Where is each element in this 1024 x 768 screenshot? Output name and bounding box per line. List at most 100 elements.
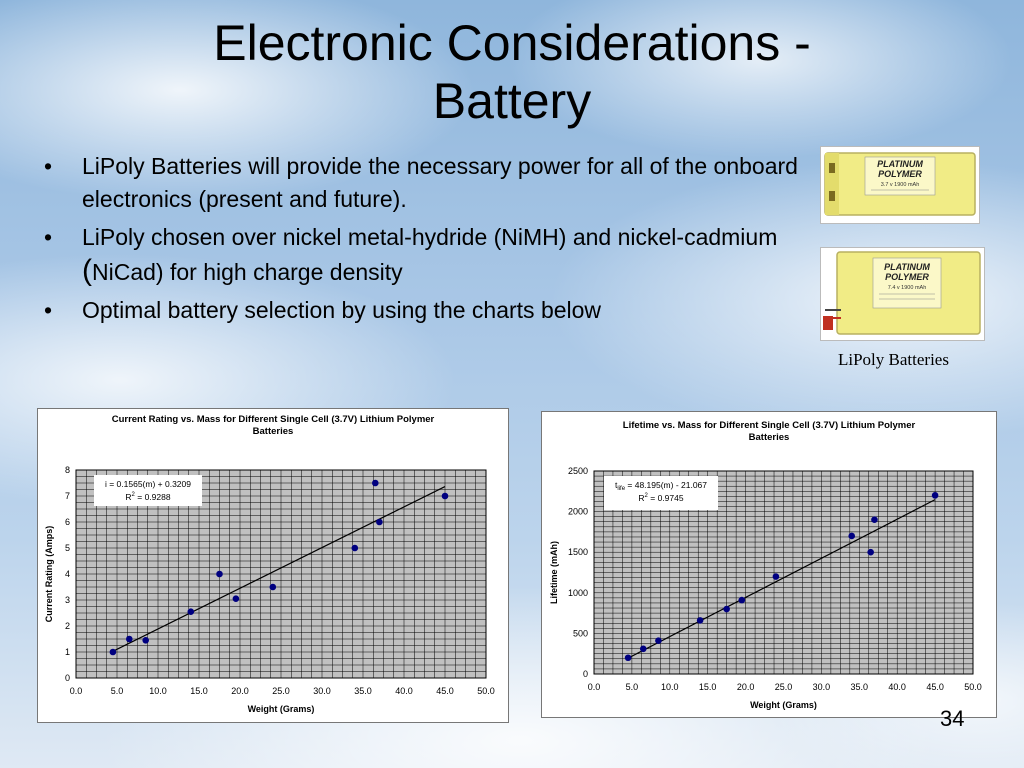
data-point: [772, 573, 780, 580]
x-tick-label: 15.0: [190, 686, 208, 696]
chart-plot-current: 0.0 5.0 10.0 15.0 20.0 25.0 30.0 35.0 40.0 45.0 50…: [44, 465, 495, 714]
chart-lifetime: Lifetime vs. Mass for Different Single C…: [541, 411, 997, 718]
bullet-list: • LiPoly Batteries will provide the nece…: [40, 150, 800, 332]
x-tick-label: 50.0: [964, 682, 982, 692]
r-squared-superscript: 2: [645, 493, 649, 499]
y-tick-label: 8: [65, 465, 70, 475]
x-tick-label: 40.0: [888, 682, 906, 692]
y-tick-label: 5: [65, 543, 70, 553]
y-tick-label: 6: [65, 517, 70, 527]
bullet-marker: •: [44, 153, 53, 179]
chart-current-rating: Current Rating vs. Mass for Different Si…: [37, 408, 509, 723]
y-tick-label: 1500: [568, 547, 588, 557]
chart-title-line-1: Current Rating vs. Mass for Different Si…: [111, 414, 435, 425]
battery-label-line1: PLATINUM: [877, 159, 923, 169]
data-point: [639, 645, 647, 653]
regression-equation: tlife = 48.195(m) - 21.067: [615, 480, 707, 492]
x-tick-label: 40.0: [395, 686, 413, 696]
data-point: [372, 479, 379, 487]
chart-plot-lifetime: 0.0 5.0 10.0 15.0 20.0 25.0 30.0 35.0 40.0 45.0 50…: [549, 466, 982, 710]
x-tick-label: 10.0: [661, 682, 679, 692]
battery-label-line1: PLATINUM: [884, 262, 930, 272]
battery-label-line2: POLYMER: [885, 272, 929, 282]
x-tick-label: 25.0: [272, 686, 290, 696]
equation-var: t: [615, 480, 618, 490]
y-tick-label: 4: [65, 569, 70, 579]
data-point: [738, 596, 746, 604]
slide-title-line-2: Battery: [432, 73, 592, 129]
battery-label-spec: 3.7 v 1900 mAh: [881, 182, 920, 188]
x-tick-label: 50.0: [477, 686, 495, 696]
x-tick-label: 30.0: [313, 686, 331, 696]
data-point: [351, 544, 359, 552]
y-tick-label: 500: [573, 628, 588, 638]
bullet-item: • Optimal battery selection by using the…: [40, 294, 800, 327]
r-squared-var: R: [125, 492, 131, 502]
bullet-marker: •: [44, 224, 53, 250]
x-tick-label: 45.0: [436, 686, 454, 696]
plot-border: [75, 469, 487, 679]
data-point: [376, 518, 383, 526]
x-tick-label: 20.0: [737, 682, 755, 692]
data-point: [655, 637, 662, 645]
r-squared-var: R: [638, 493, 644, 503]
x-tick-label: 20.0: [231, 686, 249, 696]
y-tick-label: 0: [583, 669, 588, 679]
r-squared: R2 = 0.9288: [125, 492, 170, 502]
equation-rest: = 48.195(m) - 21.067: [625, 480, 707, 490]
r-squared-value: = 0.9288: [135, 492, 171, 502]
battery-caption: LiPoly Batteries: [838, 350, 949, 369]
y-tick-label: 0: [65, 673, 70, 683]
bullet-text: LiPoly chosen over nickel metal-hydride …: [82, 224, 778, 250]
bullet-text: Optimal battery selection by using the c…: [82, 297, 602, 323]
trendline: [627, 499, 936, 659]
bullet-paren: (: [82, 254, 92, 287]
chart-title: Current Rating vs. Mass for Different Si…: [38, 414, 508, 438]
equation-subscript: life: [617, 486, 625, 492]
r-squared: R2 = 0.9745: [638, 493, 683, 503]
battery-image-2: PLATINUM POLYMER 7.4 v 1900 mAh: [820, 247, 985, 341]
chart-title: Lifetime vs. Mass for Different Single C…: [542, 420, 996, 444]
bullet-marker: •: [44, 297, 53, 323]
bullet-text: NiCad) for high charge density: [92, 259, 403, 285]
data-point: [109, 648, 117, 656]
y-tick-label: 7: [65, 491, 70, 501]
battery-label-spec: 7.4 v 1900 mAh: [888, 285, 927, 291]
equation-box-bg: [94, 475, 202, 506]
chart-title-line-2: Batteries: [252, 426, 294, 437]
y-tick-label: 2500: [568, 466, 588, 476]
x-axis-label: Weight (Grams): [248, 704, 315, 714]
data-point: [848, 532, 856, 540]
y-tick-label: 1000: [568, 588, 588, 598]
x-tick-label: 5.0: [626, 682, 639, 692]
equation-box: i = 0.1565(m) + 0.3209 R2 = 0.9288: [94, 475, 202, 506]
plot-border: [593, 470, 974, 675]
regression-equation: i = 0.1565(m) + 0.3209: [105, 479, 191, 489]
data-point: [867, 548, 874, 556]
chart-title-line-1: Lifetime vs. Mass for Different Single C…: [622, 420, 916, 431]
data-point: [723, 605, 730, 613]
chart-title-line-2: Batteries: [748, 432, 790, 443]
slide-number: 34: [940, 706, 965, 731]
x-axis-label: Weight (Grams): [750, 700, 817, 710]
bullet-text: LiPoly Batteries will provide the necess…: [82, 153, 798, 212]
bullet-item: • LiPoly Batteries will provide the nece…: [40, 150, 800, 216]
battery-label-line2: POLYMER: [878, 169, 922, 179]
x-tick-label: 5.0: [111, 686, 124, 696]
data-point: [126, 635, 133, 643]
x-tick-label: 0.0: [588, 682, 601, 692]
bullet-item: • LiPoly chosen over nickel metal-hydrid…: [40, 221, 800, 289]
data-point: [216, 570, 223, 578]
y-tick-label: 2: [65, 621, 70, 631]
slide-title: Electronic Considerations - Battery: [0, 14, 1024, 130]
x-tick-label: 10.0: [149, 686, 167, 696]
r-squared-value: = 0.9745: [648, 493, 684, 503]
data-point: [269, 583, 277, 591]
r-squared-superscript: 2: [132, 492, 136, 498]
y-tick-label: 3: [65, 595, 70, 605]
x-tick-label: 0.0: [70, 686, 83, 696]
battery-image-1: PLATINUM POLYMER 3.7 v 1900 mAh: [820, 146, 980, 224]
data-point: [187, 608, 195, 615]
data-point: [871, 516, 878, 524]
